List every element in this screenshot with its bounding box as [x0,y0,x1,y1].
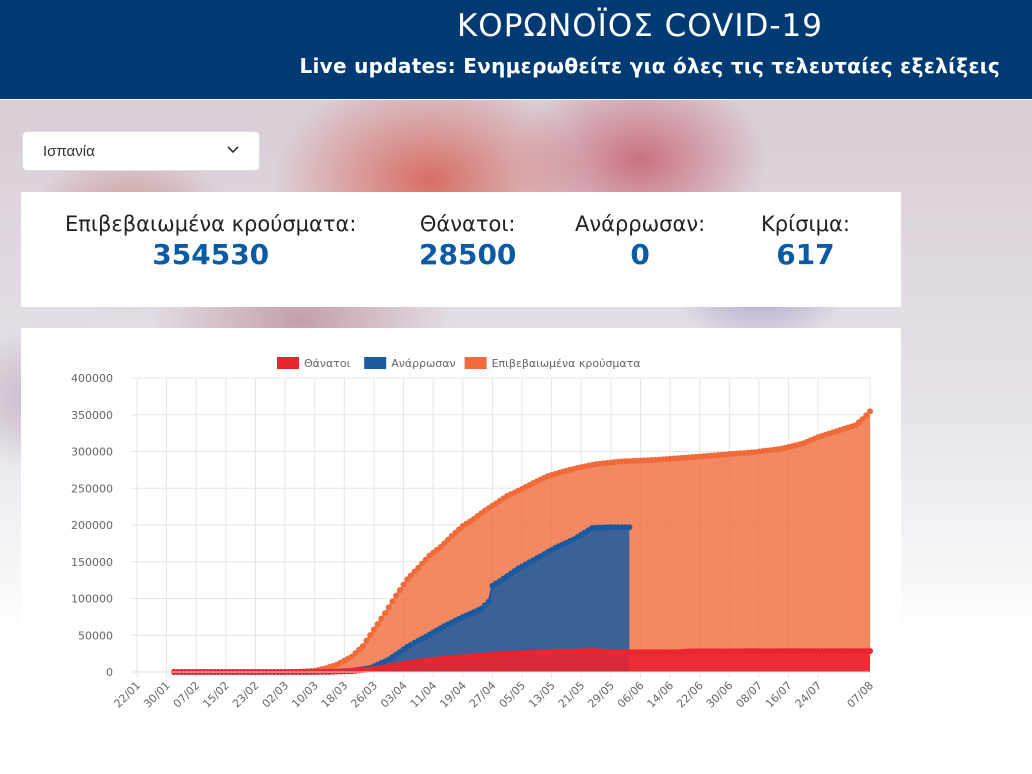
series-area-1 [174,527,630,672]
data-point [444,536,451,543]
x-tick-label: 07/08 [845,679,877,711]
x-tick-label: 03/04 [378,679,410,711]
stat-deaths-label: Θάνατοι: [419,212,516,236]
data-point [478,605,485,612]
y-tick-label: 300000 [71,446,113,459]
stat-recovered: Ανάρρωσαν: 0 [575,212,705,271]
data-point [485,598,492,605]
x-tick-label: 08/07 [733,679,765,711]
x-tick-label: 24/07 [793,679,825,711]
stat-deaths: Θάνατοι: 28500 [419,212,516,271]
data-point [419,560,426,567]
stat-confirmed-value: 354530 [152,238,270,271]
data-point [374,621,381,628]
stat-confirmed-label: Επιβεβαιωμένα κρούσματα: [65,212,357,236]
x-tick-label: 22/06 [674,679,706,711]
data-point [385,604,392,611]
chart-panel: 0 50000 100000 150000 200000 250000 300000 3500… [21,328,901,770]
data-point [404,576,411,583]
chevron-down-icon [225,141,241,157]
series-area-2 [174,411,870,672]
country-select[interactable]: Ισπανία [22,131,260,171]
x-tick-label: 02/03 [260,679,292,711]
data-point [867,648,873,655]
series-area-0 [174,650,870,672]
x-tick-label: 22/01 [112,679,144,711]
y-tick-label: 150000 [71,556,113,569]
x-tick-label: 29/05 [585,679,617,711]
page-title: ΚΟΡΩΝΟΪΟΣ COVID-19 [456,8,824,44]
data-point [396,587,403,594]
data-point [400,581,407,588]
stats-panel: Επιβεβαιωμένα κρούσματα: 354530 Θάνατοι:… [21,192,901,307]
x-tick-label: 18/03 [319,679,351,711]
x-tick-label: 10/03 [289,679,321,711]
data-point [867,408,873,415]
y-tick-label: 50000 [78,629,113,642]
legend-swatch-2 [464,357,487,369]
stat-confirmed: Επιβεβαιωμένα κρούσματα: 354530 [65,212,356,271]
legend-label-0: Θάνατοι [304,357,351,370]
x-tick-label: 19/04 [437,679,469,711]
x-tick-label: 06/06 [615,679,647,711]
stat-critical-value: 617 [776,238,835,271]
cases-chart: 0 50000 100000 150000 200000 250000 300000 3500… [71,357,877,711]
x-tick-label: 21/05 [556,679,588,711]
x-tick-label: 13/05 [526,679,558,711]
stat-critical-label: Κρίσιμα: [761,212,850,236]
x-tick-label: 30/06 [704,679,736,711]
x-tick-label: 27/04 [467,679,499,711]
data-point [441,540,448,547]
stat-recovered-label: Ανάρρωσαν: [575,212,706,236]
x-tick-label: 11/04 [408,679,440,711]
data-point [422,556,429,563]
y-tick-label: 350000 [71,409,113,422]
data-point [359,643,366,650]
x-tick-label: 05/05 [497,679,529,711]
data-point [370,626,377,633]
x-tick-label: 26/03 [348,679,380,711]
data-point [859,416,866,423]
legend-label-1: Ανάρρωσαν [391,357,455,370]
country-select-value: Ισπανία [43,143,95,160]
y-tick-label: 200000 [71,519,113,532]
x-tick-label: 16/07 [763,679,795,711]
stat-recovered-value: 0 [630,238,650,271]
legend-label-2: Επιβεβαιωμένα κρούσματα [492,357,641,370]
y-tick-label: 400000 [71,372,113,385]
data-point [389,598,396,605]
data-point [481,602,488,609]
stat-critical: Κρίσιμα: 617 [761,212,850,271]
x-tick-label: 30/01 [141,679,173,711]
data-point [411,568,418,575]
data-point [367,632,374,639]
data-point [863,412,870,419]
x-tick-label: 23/02 [230,679,262,711]
page-header: ΚΟΡΩΝΟΪΟΣ COVID-19 Live updates: Ενημερω… [0,0,1032,100]
data-point [626,524,633,531]
x-tick-label: 15/02 [200,679,232,711]
data-point [378,615,385,622]
x-tick-label: 14/06 [645,679,677,711]
data-point [407,572,414,579]
page-subtitle: Live updates: Ενημερωθείτε για όλες τις … [299,54,1000,78]
data-point [382,610,389,617]
data-point [415,564,422,571]
y-tick-label: 100000 [71,593,113,606]
legend-swatch-1 [364,357,387,369]
data-point [437,544,444,551]
y-tick-label: 250000 [71,482,113,495]
data-point [393,592,400,599]
stat-deaths-value: 28500 [419,238,517,271]
y-tick-label: 0 [106,666,113,679]
x-tick-label: 07/02 [171,679,203,711]
data-point [363,637,370,644]
legend-swatch-0 [277,357,299,369]
